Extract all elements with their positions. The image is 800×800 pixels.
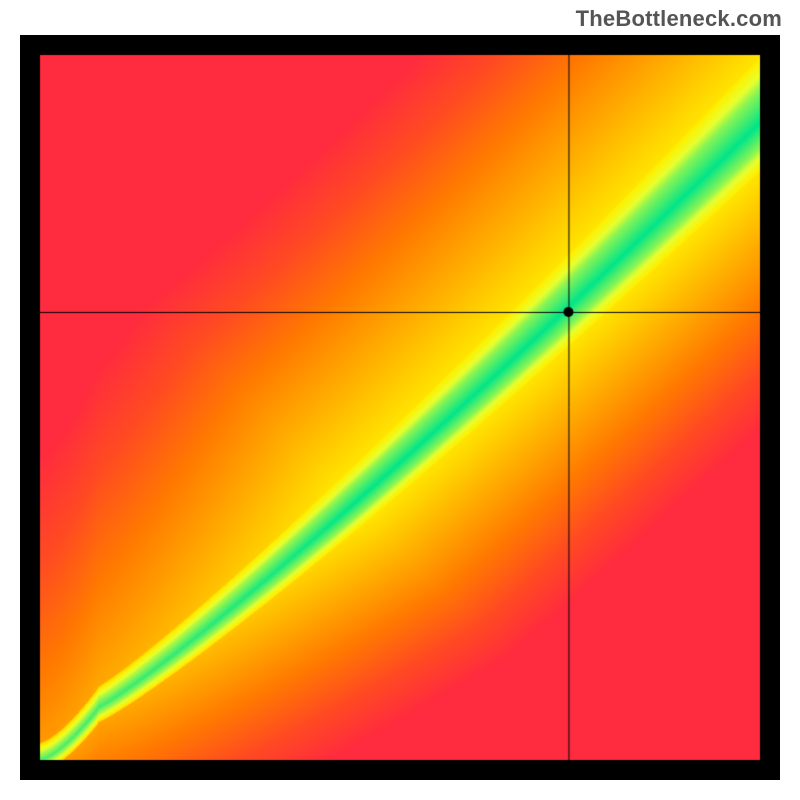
chart-container: TheBottleneck.com	[0, 0, 800, 800]
bottleneck-heatmap	[20, 35, 780, 780]
plot-frame	[20, 35, 780, 780]
watermark-text: TheBottleneck.com	[576, 6, 782, 32]
